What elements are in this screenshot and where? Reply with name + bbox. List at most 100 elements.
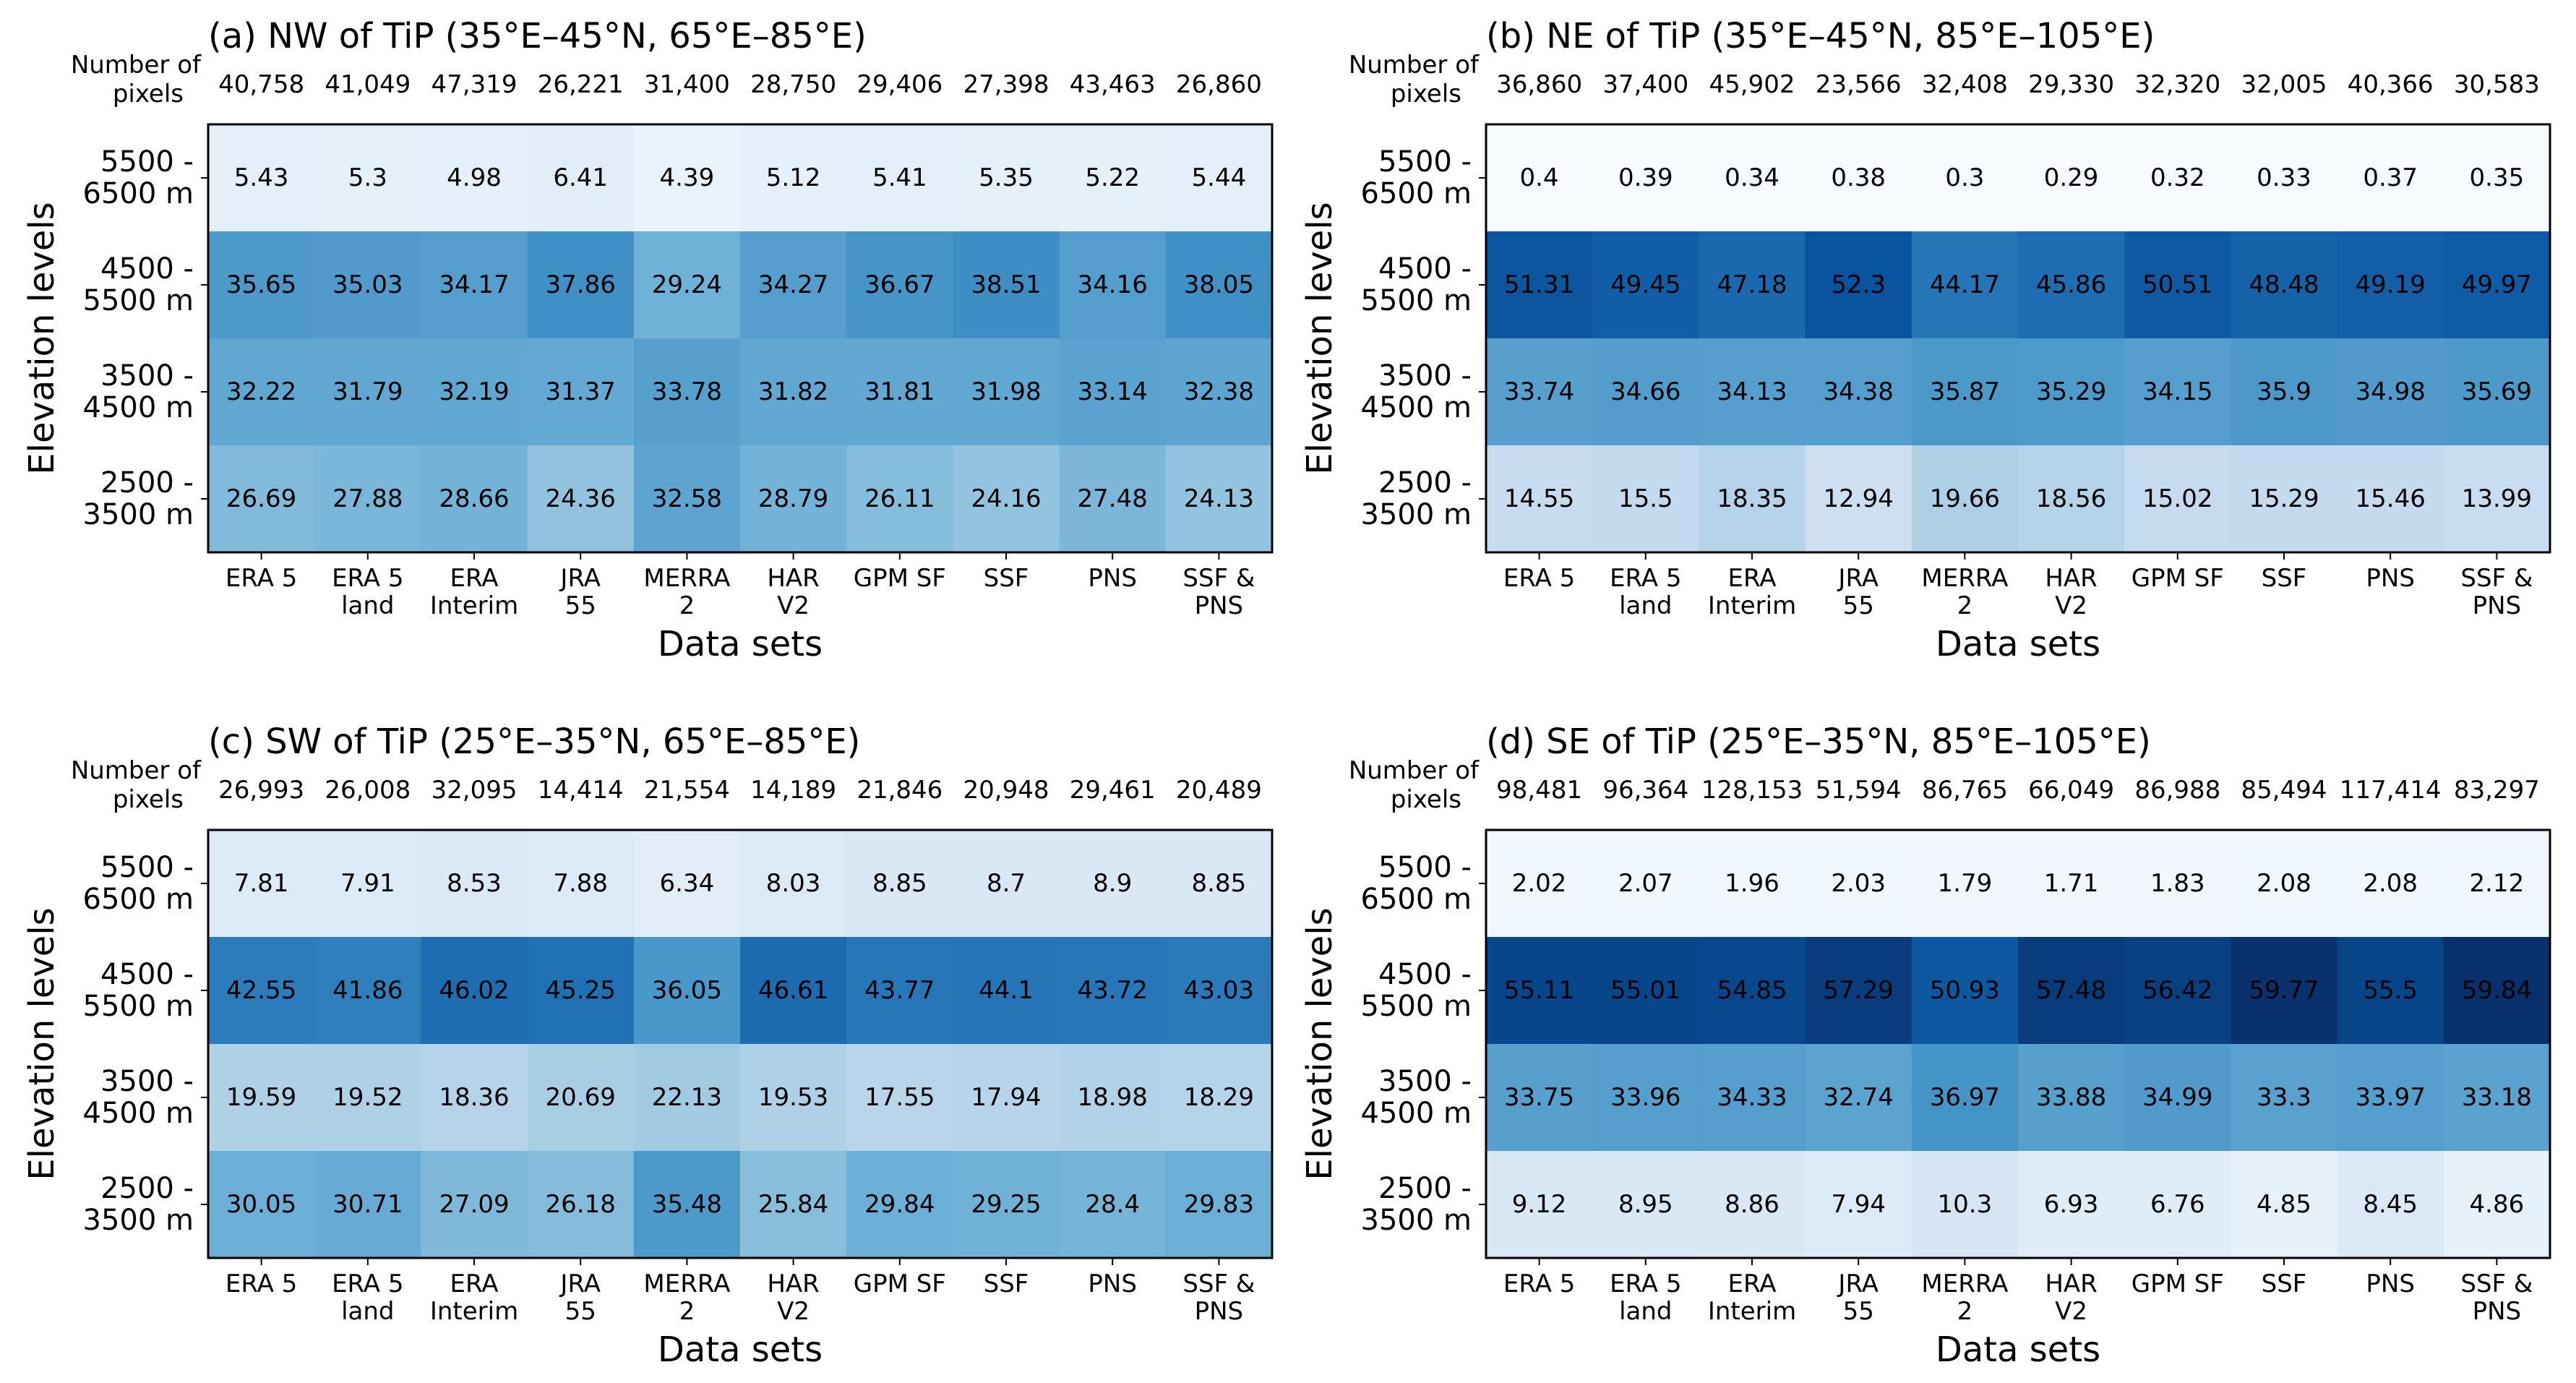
- cell-value: 35.48: [652, 1190, 722, 1219]
- cell-value: 18.56: [2036, 484, 2106, 513]
- heatmap-panel-b: (b) NE of TiP (35°E–45°N, 85°E–105°E)Num…: [1300, 16, 2551, 664]
- heatmap-cell: [1059, 338, 1167, 446]
- cell-value: 2.02: [1512, 869, 1567, 898]
- x-tick-label: Interim: [430, 1297, 518, 1326]
- pixel-count: 51,594: [1816, 776, 1902, 805]
- heatmap-cell: [208, 445, 315, 553]
- pixels-label: Number of: [1349, 51, 1480, 80]
- y-tick-label: 3500 m: [1361, 498, 1472, 531]
- heatmap-cell: [2124, 1151, 2231, 1259]
- pixel-count: 21,846: [856, 776, 943, 805]
- cell-value: 15.46: [2356, 484, 2426, 513]
- heatmap-cell: [2337, 937, 2444, 1045]
- x-tick-label: SSF &: [1182, 1269, 1255, 1298]
- heatmap-cell: [2443, 937, 2551, 1045]
- y-tick-label: 3500 -: [1378, 359, 1472, 393]
- heatmap-cell: [1165, 1044, 1273, 1152]
- pixel-count: 27,398: [963, 70, 1049, 99]
- pixels-label: Number of: [1349, 756, 1480, 785]
- x-tick-label: ERA 5: [226, 1269, 297, 1298]
- heatmap-cell: [2231, 124, 2338, 232]
- cell-value: 43.72: [1078, 976, 1148, 1005]
- x-tick-label: Interim: [1708, 591, 1796, 620]
- heatmap-cell: [527, 231, 635, 339]
- x-axis-label: Data sets: [658, 1330, 823, 1370]
- x-tick-label: PNS: [2473, 1297, 2522, 1326]
- heatmap-cell: [2231, 937, 2338, 1045]
- heatmap-cell: [846, 937, 953, 1045]
- cell-value: 34.15: [2142, 377, 2212, 406]
- x-tick-label: PNS: [2366, 564, 2415, 593]
- x-tick-label: MERRA: [1921, 564, 2008, 593]
- x-tick-label: land: [1619, 591, 1672, 620]
- cell-value: 27.88: [332, 484, 403, 513]
- cell-value: 1.79: [1938, 869, 1993, 898]
- heatmap-cell: [2124, 937, 2231, 1045]
- cell-value: 35.65: [226, 270, 296, 299]
- heatmap-cell: [2443, 124, 2551, 232]
- x-tick-label: PNS: [1088, 564, 1137, 593]
- axes-frame: [1485, 828, 2551, 1259]
- heatmap-cell: [2018, 124, 2125, 232]
- cell-value: 27.09: [439, 1190, 509, 1219]
- heatmap-cell: [1805, 1044, 1912, 1152]
- cell-value: 33.18: [2462, 1083, 2532, 1112]
- x-tick-label: GPM SF: [2131, 1269, 2224, 1298]
- heatmap-cell: [314, 445, 421, 553]
- cell-value: 30.71: [332, 1190, 403, 1219]
- heatmap-cell: [1486, 1151, 1593, 1259]
- cell-value: 38.05: [1184, 270, 1254, 299]
- cell-value: 51.31: [1504, 270, 1574, 299]
- cell-value: 24.16: [971, 484, 1041, 513]
- cell-value: 52.3: [1831, 270, 1886, 299]
- heatmap-cell: [2018, 937, 2125, 1045]
- heatmap-cell: [1059, 445, 1167, 553]
- y-tick-label: 6500 m: [83, 883, 194, 916]
- y-tick-label: 3500 m: [83, 498, 194, 531]
- cell-value: 12.94: [1824, 484, 1894, 513]
- pixels-label: pixels: [113, 80, 184, 108]
- x-tick-label: 2: [1957, 1297, 1973, 1326]
- cell-value: 8.95: [1618, 1190, 1673, 1219]
- heatmap-cell: [1592, 1044, 1699, 1152]
- pixels-label: pixels: [1391, 80, 1461, 108]
- cell-value: 32.74: [1824, 1083, 1894, 1112]
- heatmap-cell: [527, 1151, 635, 1259]
- heatmap-cell: [1592, 830, 1699, 938]
- cell-value: 1.83: [2150, 869, 2205, 898]
- pixel-count: 30,583: [2454, 70, 2540, 99]
- heatmap-cell: [421, 124, 528, 232]
- pixel-count: 20,948: [963, 776, 1049, 805]
- y-tick-label: 5500 -: [1378, 851, 1472, 884]
- heatmap-cell: [314, 1044, 421, 1152]
- cell-value: 7.91: [340, 869, 395, 898]
- cell-value: 6.93: [2044, 1190, 2099, 1219]
- pixel-count: 98,481: [1496, 776, 1582, 805]
- pixel-count: 128,153: [1701, 776, 1803, 805]
- heatmap-cell: [314, 1151, 421, 1259]
- heatmap-cell: [1165, 830, 1273, 938]
- cell-value: 0.32: [2150, 163, 2205, 192]
- cell-value: 35.69: [2462, 377, 2532, 406]
- y-tick-label: 3500 -: [100, 359, 194, 393]
- pixels-label: pixels: [113, 785, 184, 814]
- cell-value: 49.19: [2356, 270, 2426, 299]
- cell-value: 28.66: [439, 484, 509, 513]
- x-tick-label: ERA 5: [332, 564, 403, 593]
- cell-value: 5.12: [766, 163, 821, 192]
- heatmap-cell: [633, 1044, 741, 1152]
- cell-value: 8.85: [872, 869, 927, 898]
- heatmap-cell: [2124, 445, 2231, 553]
- heatmap-cell: [314, 124, 421, 232]
- cell-value: 34.27: [758, 270, 828, 299]
- x-tick-label: PNS: [1195, 591, 1244, 620]
- cell-value: 0.37: [2363, 163, 2418, 192]
- cell-value: 8.9: [1093, 869, 1132, 898]
- heatmap-cell: [208, 124, 315, 232]
- heatmap-cell: [1165, 124, 1273, 232]
- heatmap-cell: [953, 338, 1060, 446]
- cell-value: 55.11: [1504, 976, 1574, 1005]
- cell-value: 28.4: [1085, 1190, 1140, 1219]
- cell-value: 29.24: [652, 270, 722, 299]
- heatmap-cell: [421, 937, 528, 1045]
